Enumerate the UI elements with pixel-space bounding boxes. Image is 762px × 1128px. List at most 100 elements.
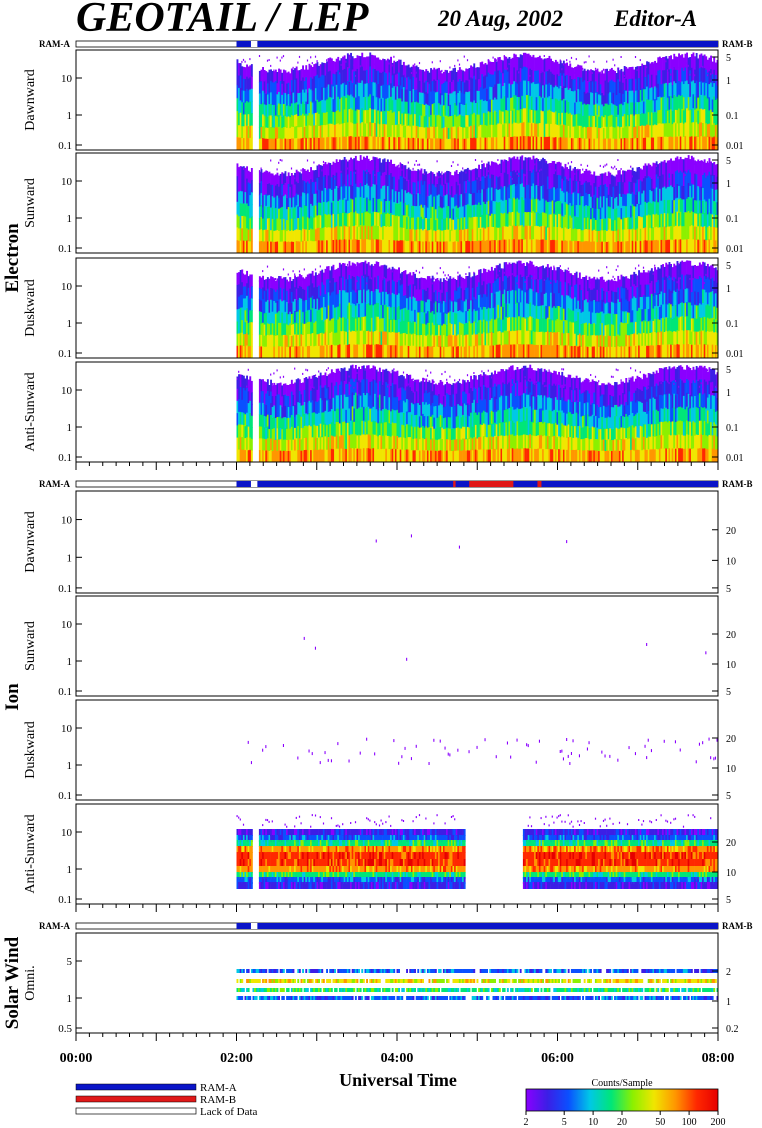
legend-swatch-ram-a	[75, 1083, 197, 1091]
right-tick-label: 5	[726, 365, 731, 376]
left-tick-label: 1	[67, 760, 73, 772]
left-tick-label: 1	[67, 213, 73, 225]
panel-ylabel: Dawnward	[23, 69, 38, 130]
panel-ylabel: Sunward	[23, 621, 38, 671]
spectrogram-panel-solar-wind-omni-: 0.5 1 5 0.2 1 2 Omni.	[23, 932, 739, 1035]
ram-bar-2: RAM-A RAM-B	[39, 479, 753, 489]
time-tick-label: 04:00	[381, 1051, 414, 1066]
left-tick-label: 1	[67, 110, 73, 122]
left-tick-label: 10	[61, 281, 73, 293]
ram-b-label: RAM-B	[722, 921, 753, 931]
right-tick-label: 10	[726, 868, 736, 879]
right-tick-label: 0.01	[726, 349, 744, 360]
spectrogram-panel-electron-dawnward: 0.1 1 10 0.01 0.1 1 5 Dawnward	[23, 49, 744, 152]
right-tick-label: 5	[726, 687, 731, 698]
right-tick-label: 1	[726, 388, 731, 399]
spectrogram-panel-ion-dawnward: 0.1 1 10 5 10 20 Dawnward	[23, 490, 736, 595]
legend-label-lack-of-data: Lack of Data	[200, 1106, 258, 1118]
left-tick-label: 10	[61, 827, 73, 839]
colorbar-tick-label: 5	[562, 1117, 567, 1128]
right-tick-label: 0.01	[726, 453, 744, 464]
colorbar: Counts/Sample 2 5 10 20 50 100 200	[524, 1078, 726, 1128]
left-tick-label: 10	[61, 723, 73, 735]
left-tick-label: 10	[61, 176, 73, 188]
left-tick-label: 1	[67, 656, 73, 668]
colorbar-gradient	[525, 1088, 719, 1112]
spectrogram-panel-ion-anti-sunward: 0.1 1 10 5 10 20 Anti-Sunward	[23, 803, 736, 906]
left-tick-label: 10	[61, 73, 73, 85]
spectrogram-panel-electron-duskward: 0.1 1 10 0.01 0.1 1 5 Duskward	[23, 257, 744, 360]
group-label-solar-wind: Solar Wind	[2, 936, 23, 1029]
right-tick-label: 5	[726, 156, 731, 167]
ram-a-label: RAM-A	[39, 39, 70, 49]
x-axis-label: Universal Time	[339, 1070, 457, 1090]
panel-ylabel: Duskward	[23, 279, 38, 337]
time-tick-label: 06:00	[541, 1051, 574, 1066]
ram-b-label: RAM-B	[722, 479, 753, 489]
right-tick-label: 0.2	[726, 1024, 739, 1035]
left-tick-label: 10	[61, 619, 73, 631]
right-tick-label: 0.01	[726, 141, 744, 152]
ram-a-label: RAM-A	[39, 921, 70, 931]
left-tick-label: 1	[67, 422, 73, 434]
group-label-electron: Electron	[2, 223, 23, 293]
right-tick-label: 5	[726, 791, 731, 802]
left-tick-label: 1	[67, 318, 73, 330]
right-tick-label: 1	[726, 284, 731, 295]
panel-ylabel: Duskward	[23, 721, 38, 779]
right-tick-label: 1	[726, 997, 731, 1008]
left-tick-label: 10	[61, 385, 73, 397]
figure-editor: Editor-A	[613, 6, 697, 31]
right-tick-label: 10	[726, 660, 736, 671]
colorbar-tick-label: 200	[711, 1117, 726, 1128]
ram-bar-1: RAM-A RAM-B	[39, 39, 753, 49]
left-tick-label: 0.1	[58, 583, 72, 595]
time-tick-label: 00:00	[60, 1051, 93, 1066]
figure-title: GEOTAIL / LEP	[76, 0, 369, 41]
right-tick-label: 1	[726, 76, 731, 87]
left-tick-label: 10	[61, 515, 73, 527]
right-tick-label: 20	[726, 630, 736, 641]
legend-swatch-ram-b	[75, 1095, 197, 1103]
right-tick-label: 20	[726, 838, 736, 849]
left-tick-label: 5	[67, 956, 73, 968]
time-axis-layer: 00:00 02:00 04:00 06:00 08:00	[60, 462, 734, 1066]
ram-legend: RAM-A RAM-B Lack of Data	[75, 1082, 258, 1118]
right-tick-label: 10	[726, 764, 736, 775]
colorbar-title: Counts/Sample	[591, 1078, 653, 1089]
time-tick-label: 02:00	[220, 1051, 253, 1066]
right-tick-label: 2	[726, 967, 731, 978]
left-tick-label: 0.5	[58, 1023, 72, 1035]
left-tick-label: 0.1	[58, 140, 72, 152]
right-tick-label: 1	[726, 179, 731, 190]
left-tick-label: 0.1	[58, 348, 72, 360]
spectrogram-panel-ion-sunward: 0.1 1 10 5 10 20 Sunward	[23, 595, 736, 698]
colorbar-tick-label: 50	[655, 1117, 665, 1128]
left-tick-label: 0.1	[58, 790, 72, 802]
figure-date: 20 Aug, 2002	[437, 6, 563, 31]
ram-b-label: RAM-B	[722, 39, 753, 49]
left-tick-label: 0.1	[58, 243, 72, 255]
panel-ylabel: Anti-Sunward	[23, 372, 38, 451]
right-tick-label: 5	[726, 584, 731, 595]
spectrogram-panel-electron-anti-sunward: 0.1 1 10 0.01 0.1 1 5 Anti-Sunward	[23, 361, 744, 464]
spectrogram-panel-ion-duskward: 0.1 1 10 5 10 20 Duskward	[23, 699, 736, 802]
right-tick-label: 5	[726, 895, 731, 906]
right-tick-label: 20	[726, 526, 736, 537]
colorbar-tick-label: 10	[588, 1117, 598, 1128]
colorbar-tick-label: 20	[617, 1117, 627, 1128]
panel-ylabel: Dawnward	[23, 511, 38, 572]
right-tick-label: 0.1	[726, 423, 739, 434]
panel-ylabel: Omni.	[23, 965, 38, 1000]
left-tick-label: 1	[67, 864, 73, 876]
panel-ylabel: Sunward	[23, 178, 38, 228]
right-tick-label: 10	[726, 556, 736, 567]
group-label-ion: Ion	[2, 683, 23, 711]
right-tick-label: 0.1	[726, 111, 739, 122]
left-tick-label: 0.1	[58, 894, 72, 906]
right-tick-label: 5	[726, 53, 731, 64]
colorbar-tick-label: 2	[524, 1117, 529, 1128]
group-labels-layer: Electron Ion Solar Wind	[2, 223, 23, 1029]
legend-label-ram-b: RAM-B	[200, 1094, 236, 1106]
